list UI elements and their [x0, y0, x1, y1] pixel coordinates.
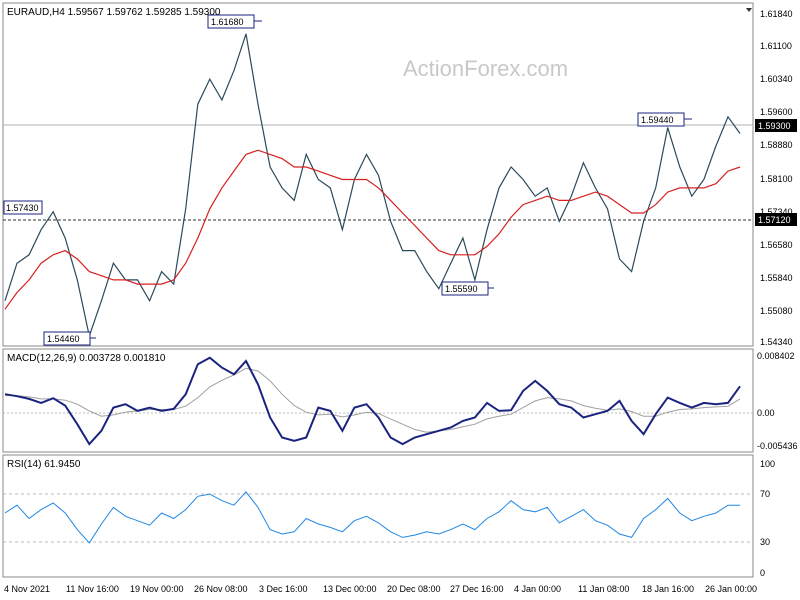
macd-y-tick-label: 0.00 — [757, 408, 775, 418]
y-tick-label: 1.55840 — [760, 273, 793, 283]
macd-y-tick-label: -0.005436 — [757, 441, 798, 451]
annotation-low: 1.54460 — [43, 331, 96, 346]
y-tick-label: 1.54340 — [760, 337, 793, 347]
panel-collapse-arrow-icon[interactable] — [746, 8, 752, 12]
annotation-recent-high: 1.59440 — [637, 112, 692, 127]
rsi-title: RSI(14) 61.9450 — [7, 459, 81, 470]
annotation-label: 1.55590 — [445, 284, 478, 294]
rsi-y-tick-label: 30 — [760, 537, 770, 547]
main-chart-title: EURAUD,H4 1.59567 1.59762 1.59285 1.5930… — [7, 7, 221, 18]
x-tick-label: 20 Dec 08:00 — [387, 584, 441, 594]
level-price-tag-label: 1.57120 — [758, 215, 791, 225]
macd-signal-line — [5, 367, 741, 433]
annotation-label: 1.59440 — [641, 115, 674, 125]
y-tick-label: 1.57340 — [760, 207, 793, 217]
annotation-label: 1.54460 — [47, 334, 80, 344]
current-price-tag — [755, 119, 797, 132]
y-tick-label: 1.55080 — [760, 306, 793, 316]
y-tick-label: 1.60340 — [760, 74, 793, 84]
x-tick-label: 11 Jan 08:00 — [578, 584, 629, 594]
rsi-y-tick-label: 0 — [760, 568, 765, 578]
macd-title: MACD(12,26,9) 0.003728 0.001810 — [7, 353, 166, 364]
macd-y-axis: 0.008402 0.00 -0.005436 — [757, 351, 798, 451]
x-tick-label: 18 Jan 16:00 — [642, 584, 694, 594]
x-tick-label: 26 Nov 08:00 — [194, 584, 248, 594]
rsi-y-tick-label: 70 — [760, 489, 770, 499]
x-tick-label: 26 Jan 00:00 — [705, 584, 757, 594]
x-tick-label: 19 Nov 00:00 — [130, 584, 184, 594]
rsi-line — [4, 491, 740, 544]
y-tick-label: 1.61840 — [760, 9, 793, 19]
watermark: ActionForex.com — [403, 56, 568, 81]
y-tick-label: 1.61100 — [760, 41, 792, 51]
y-tick-label: 1.56580 — [760, 240, 793, 250]
macd-panel-frame — [2, 348, 754, 453]
annotation-label: 1.61680 — [211, 17, 244, 27]
annotation-label: 1.57430 — [6, 203, 39, 213]
price-series-line — [4, 33, 741, 339]
y-tick-label: 1.59600 — [760, 107, 793, 117]
main-y-axis: 1.61840 1.61100 1.60340 1.59600 1.58880 … — [760, 9, 793, 347]
x-tick-label: 3 Dec 16:00 — [259, 584, 308, 594]
x-tick-label: 4 Nov 2021 — [4, 584, 50, 594]
x-tick-label: 11 Nov 16:00 — [66, 584, 119, 594]
annotation-left-level: 1.57430 — [3, 200, 43, 215]
x-tick-label: 27 Dec 16:00 — [450, 584, 504, 594]
x-tick-label: 4 Jan 00:00 — [514, 584, 561, 594]
x-tick-label: 13 Dec 00:00 — [323, 584, 377, 594]
y-tick-label: 1.58100 — [760, 174, 793, 184]
moving-average-line — [4, 149, 741, 310]
rsi-y-tick-label: 100 — [760, 459, 775, 469]
level-price-tag — [755, 213, 797, 226]
x-axis: 4 Nov 2021 11 Nov 16:00 19 Nov 00:00 26 … — [4, 584, 757, 594]
macd-line — [4, 356, 741, 446]
rsi-panel-frame — [2, 454, 754, 578]
macd-y-tick-label: 0.008402 — [757, 351, 795, 361]
annotation-high: 1.61680 — [207, 14, 262, 29]
current-price-tag-label: 1.59300 — [758, 121, 791, 131]
rsi-y-axis: 100 70 30 0 — [760, 459, 775, 578]
annotation-mid-low: 1.55590 — [441, 281, 494, 296]
y-tick-label: 1.58880 — [760, 140, 793, 150]
